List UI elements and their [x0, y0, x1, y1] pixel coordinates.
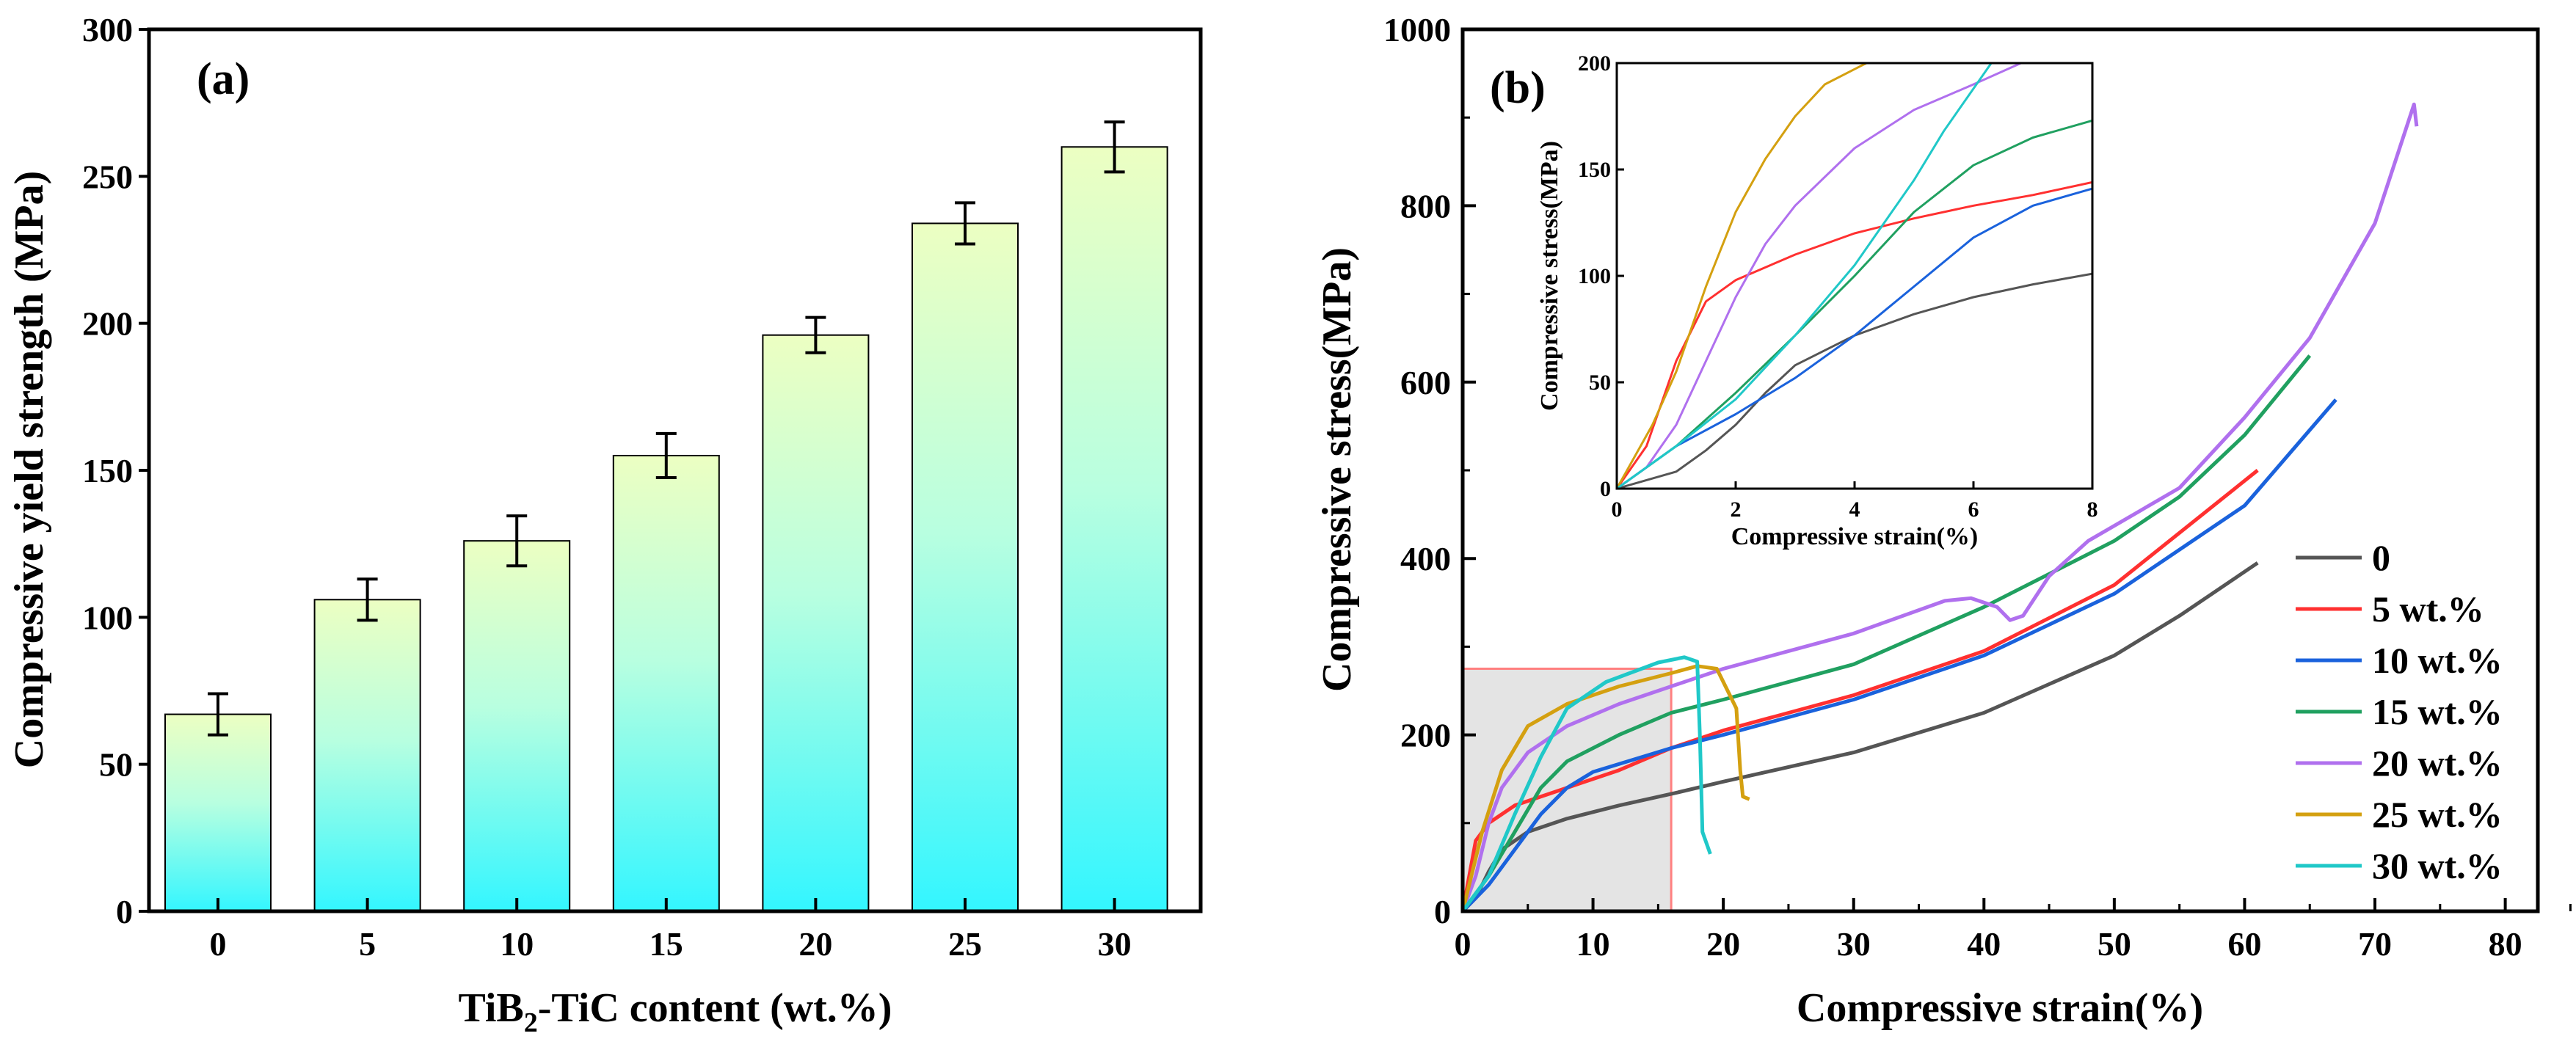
error-bar-25: [955, 201, 975, 246]
x-tick-label: 50: [2097, 925, 2131, 963]
legend-label: 25 wt.%: [2372, 794, 2503, 835]
y-tick-label: 400: [1400, 540, 1451, 577]
x-tick-label: 70: [2358, 925, 2392, 963]
legend-label: 0: [2372, 537, 2390, 578]
chart-b-line: (b) Compressive stress(MPa) Compressive …: [1314, 11, 2572, 1031]
series-line-20-wt-: [1463, 102, 2419, 911]
inset-y-tick-label: 0: [1600, 477, 1611, 501]
legend-label: 10 wt.%: [2372, 640, 2503, 681]
x-tick-label: 5: [359, 925, 376, 963]
legend-label: 5 wt.%: [2372, 588, 2484, 630]
y-tick-label: 600: [1400, 364, 1451, 401]
x-tick-label: 40: [1967, 925, 2001, 963]
error-bar-30: [1104, 120, 1125, 174]
y-axis-title-a: Compressive yield strength (MPa): [7, 171, 52, 769]
x-axis-title-b: Compressive strain(%): [1797, 985, 2203, 1031]
plot-frame-a: [147, 27, 1203, 913]
y-tick-label: 200: [82, 305, 133, 343]
inset-series-line-10-wt-: [1617, 187, 2092, 489]
inset-y-tick-label: 100: [1578, 264, 1611, 288]
legend-label: 15 wt.%: [2372, 691, 2503, 732]
inset-series-line-25-wt-: [1617, 63, 1867, 489]
inset-x-tick-label: 8: [2087, 497, 2098, 522]
inset-series-line-20-wt-: [1617, 63, 2022, 489]
bar-25: [912, 222, 1019, 912]
y-tick-label: 0: [116, 893, 133, 930]
series-line-5-wt-: [1463, 469, 2259, 911]
error-bar-15: [655, 431, 677, 480]
bar-30: [1060, 146, 1168, 912]
bar-20: [762, 334, 870, 912]
inset-x-tick-label: 6: [1968, 497, 1979, 522]
y-tick-label: 150: [82, 452, 133, 489]
inset-frame: [1615, 62, 2094, 490]
x-axis-title-a: TiB2-TiC content (wt.%): [459, 985, 892, 1038]
series-line-10-wt-: [1463, 398, 2337, 911]
x-tick-label: 0: [1455, 925, 1471, 963]
x-tick-label: 10: [500, 925, 534, 963]
y-tick-label: 50: [99, 746, 133, 784]
x-tick-label: 30: [1098, 925, 1132, 963]
x-tick-label: 60: [2227, 925, 2261, 963]
series-line-30-wt-: [1463, 655, 1712, 911]
panel-label-b: (b): [1490, 63, 1546, 113]
inset-x-tick-label: 2: [1731, 497, 1742, 522]
error-bar-5: [357, 577, 378, 622]
inset-y-tick-label: 50: [1589, 371, 1611, 395]
y-tick-label: 200: [1400, 717, 1451, 754]
inset-series-line-5-wt-: [1617, 180, 2092, 489]
x-tick-label: 20: [1706, 925, 1740, 963]
inset-x-axis-title: Compressive strain(%): [1731, 523, 1979, 550]
inset-x-tick-label: 0: [1612, 497, 1623, 522]
inset-y-tick-label: 150: [1578, 158, 1611, 182]
bar-5: [313, 599, 421, 912]
series-line-25-wt-: [1463, 664, 1750, 911]
x-tick-label: 25: [948, 925, 982, 963]
bar-0: [164, 713, 272, 912]
y-tick-label: 0: [1434, 893, 1451, 930]
inset-y-axis-title: Compressive stress(MPa): [1536, 141, 1563, 411]
inset-series-line-0: [1617, 272, 2092, 489]
bar-15: [612, 454, 720, 912]
y-tick-label: 100: [82, 599, 133, 636]
inset-series-line-30-wt-: [1617, 63, 1993, 489]
x-tick-label: 0: [210, 925, 227, 963]
x-tick-label: 10: [1576, 925, 1610, 963]
inset-series-line-15-wt-: [1617, 119, 2092, 489]
y-tick-label: 1000: [1383, 11, 1451, 48]
chart-a-bar: (a) Compressive yield strength (MPa) TiB…: [7, 11, 1203, 1038]
error-bar-10: [506, 514, 528, 568]
plot-frame-b: [1460, 27, 2540, 913]
y-tick-label: 300: [82, 11, 133, 48]
inset-y-tick-label: 200: [1578, 51, 1611, 76]
error-bar-0: [208, 692, 228, 737]
legend-label: 20 wt.%: [2372, 743, 2503, 784]
legend-label: 30 wt.%: [2372, 845, 2503, 886]
panel-label-a: (a): [197, 54, 250, 104]
inset-x-tick-label: 4: [1849, 497, 1860, 522]
y-tick-label: 800: [1400, 187, 1451, 225]
bar-10: [463, 540, 571, 912]
x-tick-label: 15: [650, 925, 683, 963]
y-tick-label: 250: [82, 158, 133, 195]
x-tick-label: 20: [798, 925, 832, 963]
y-axis-title-b: Compressive stress(MPa): [1314, 247, 1360, 692]
x-tick-label: 80: [2489, 925, 2522, 963]
x-tick-label: 30: [1837, 925, 1871, 963]
error-bar-20: [805, 315, 826, 354]
